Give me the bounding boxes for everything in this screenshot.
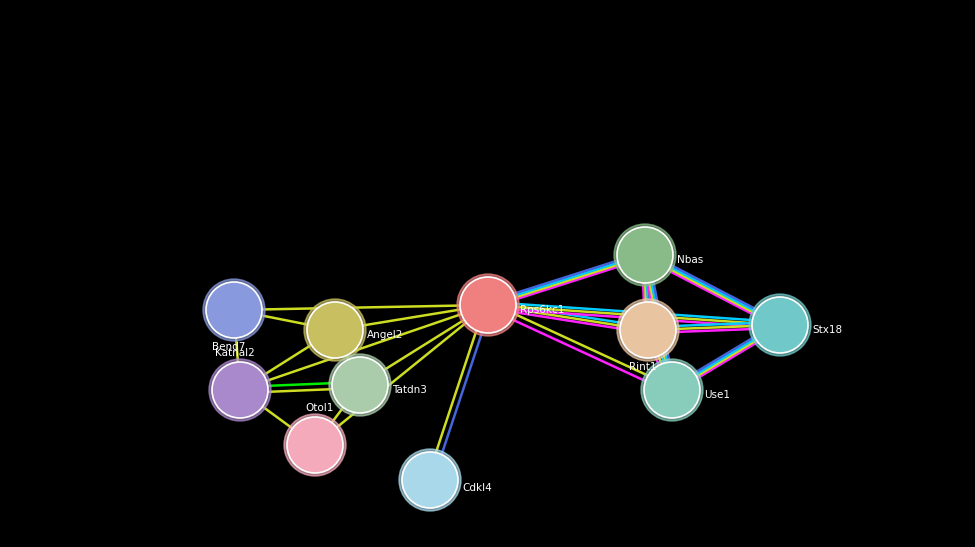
Circle shape [287, 417, 343, 473]
Text: Rps6kc1: Rps6kc1 [520, 305, 565, 315]
Text: Stx18: Stx18 [812, 325, 842, 335]
Circle shape [212, 362, 268, 418]
Circle shape [614, 224, 676, 286]
Circle shape [307, 302, 363, 358]
Circle shape [399, 449, 461, 511]
Circle shape [644, 362, 700, 418]
Circle shape [749, 294, 811, 356]
Circle shape [206, 282, 262, 338]
Circle shape [460, 277, 516, 333]
Text: Otol1: Otol1 [306, 403, 334, 413]
Text: Rint1: Rint1 [629, 362, 657, 372]
Text: Tatdn3: Tatdn3 [392, 385, 427, 395]
Circle shape [209, 359, 271, 421]
Text: Bend7: Bend7 [213, 342, 246, 352]
Text: Use1: Use1 [704, 390, 730, 400]
Circle shape [752, 297, 808, 353]
Circle shape [641, 359, 703, 421]
Circle shape [332, 357, 388, 413]
Text: Cdkl4: Cdkl4 [462, 483, 491, 493]
Text: Nbas: Nbas [677, 255, 703, 265]
Circle shape [203, 279, 265, 341]
Circle shape [457, 274, 519, 336]
Text: Katnal2: Katnal2 [215, 348, 254, 358]
Circle shape [284, 414, 346, 476]
Circle shape [617, 227, 673, 283]
Text: Angel2: Angel2 [367, 330, 404, 340]
Circle shape [402, 452, 458, 508]
Circle shape [329, 354, 391, 416]
Circle shape [620, 302, 676, 358]
Circle shape [617, 299, 679, 361]
Circle shape [304, 299, 366, 361]
